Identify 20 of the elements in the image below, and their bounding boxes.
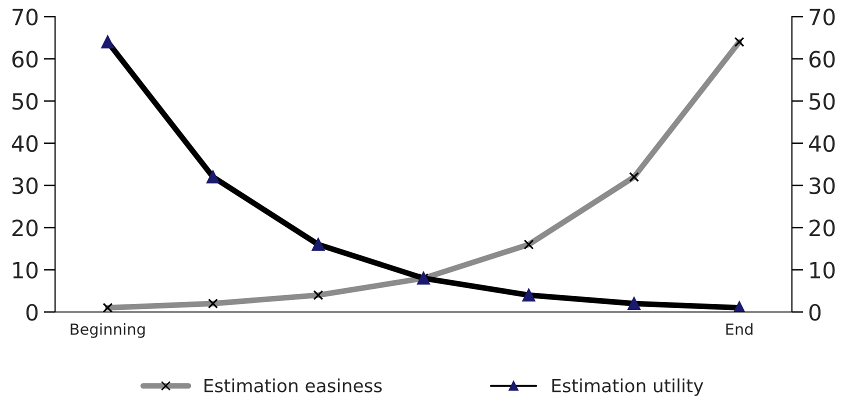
x-tick-label: Beginning	[70, 323, 145, 338]
y2-tick-label: 40	[809, 135, 835, 152]
y-tick-label: 40	[12, 135, 38, 152]
y2-tick-label: 20	[810, 220, 835, 236]
y2-tick-label: 70	[810, 8, 835, 26]
legend-label: Estimation easiness	[204, 378, 382, 392]
y2-tick-label: 60	[809, 50, 835, 68]
y2-tick-label: 50	[810, 92, 835, 110]
y2-tick-label: 0	[809, 304, 821, 321]
y2-tick-label: 30	[810, 177, 835, 194]
y-tick-label: 20	[12, 220, 38, 236]
y-tick-label: 30	[12, 177, 38, 194]
y2-tick-label: 10	[810, 262, 835, 279]
y-tick-label: 50	[12, 92, 38, 110]
legend-label: Estimation utility	[552, 378, 704, 396]
y-tick-label: 60	[12, 50, 38, 68]
y-tick-label: 10	[13, 262, 38, 279]
y-tick-label: 0	[26, 304, 38, 321]
x-tick-label: End	[726, 323, 752, 335]
y-tick-label: 70	[12, 8, 38, 26]
